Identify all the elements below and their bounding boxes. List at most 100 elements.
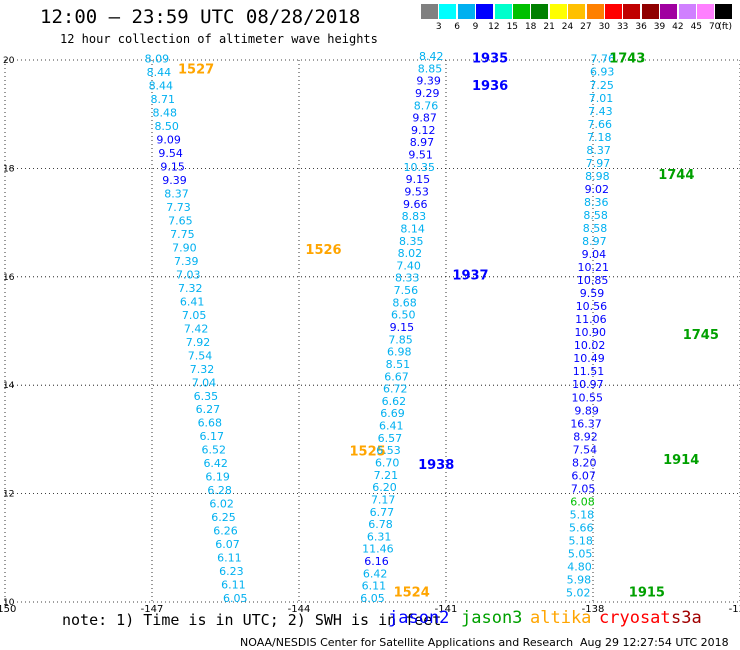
- wave-height-point: 6.08: [570, 495, 595, 508]
- wave-height-point: 8.85: [418, 62, 443, 75]
- axes: -150 -147 -144 -141 -138 -135 10 12 14 16 18 20: [0, 56, 740, 615]
- wave-height-point: 7.73: [166, 201, 191, 214]
- pass-time-label: 1937: [452, 269, 488, 284]
- wave-height-point: 9.54: [158, 147, 183, 160]
- wave-height-point: 8.02: [398, 247, 423, 260]
- wave-height-point: 6.41: [180, 295, 205, 308]
- wave-height-point: 8.51: [386, 358, 411, 371]
- wave-height-point: 10.56: [576, 300, 608, 313]
- wave-height-point: 7.56: [394, 284, 419, 297]
- legend-swatch: [476, 4, 494, 19]
- wave-height-point: 6.17: [200, 430, 225, 443]
- legend-swatch: [586, 4, 604, 19]
- legend-label: 21: [543, 22, 555, 32]
- wave-height-point: 6.11: [221, 579, 246, 592]
- wave-height-point: 8.68: [392, 296, 417, 309]
- wave-height-point: 8.71: [151, 93, 176, 106]
- wave-height-point: 5.02: [566, 587, 591, 600]
- legend-swatch: [678, 4, 696, 19]
- wave-height-point: 7.92: [186, 336, 211, 349]
- wave-height-point: 9.29: [415, 87, 440, 100]
- wave-height-point: 7.54: [188, 349, 213, 362]
- wave-height-point: 8.37: [164, 188, 189, 201]
- wave-height-point: 6.57: [378, 432, 403, 445]
- wave-height-point: 7.17: [371, 493, 396, 506]
- y-tick-label: 12: [3, 490, 14, 500]
- wave-height-point: 7.05: [182, 309, 207, 322]
- wave-height-point: 6.78: [368, 518, 393, 531]
- wave-height-point: 7.01: [589, 92, 614, 105]
- wave-height-point: 10.97: [572, 378, 604, 391]
- satellite-legend-cryosat: cryosat: [599, 608, 671, 628]
- pass-time-label: 1743: [609, 52, 645, 67]
- wave-height-point: 7.65: [168, 214, 193, 227]
- pass-time-label: 1744: [658, 168, 694, 183]
- wave-height-point: 11.06: [575, 313, 607, 326]
- pass-time-label: 1914: [663, 453, 699, 468]
- wave-height-point: 5.66: [569, 521, 594, 534]
- footer-note: note: 1) Time is in UTC; 2) SWH is in fe…: [62, 611, 442, 629]
- wave-height-point: 8.33: [395, 272, 420, 285]
- legend-swatch: [531, 4, 549, 19]
- wave-height-point: 8.14: [400, 222, 425, 235]
- wave-height-point: 8.58: [583, 222, 608, 235]
- satellite-legend-jason3: jason3: [461, 608, 523, 628]
- legend-label: 3: [435, 22, 442, 32]
- legend-swatch: [421, 4, 438, 19]
- y-tick-label: 20: [3, 56, 15, 66]
- wave-height-point: 6.50: [391, 309, 416, 322]
- grid-lines: [4, 59, 740, 603]
- wave-height-point: 6.98: [387, 346, 412, 359]
- wave-height-point: 9.89: [574, 404, 599, 417]
- wave-height-point: 6.27: [196, 403, 221, 416]
- wave-height-point: 7.03: [176, 268, 201, 281]
- wave-height-point: 7.18: [587, 131, 612, 144]
- wave-height-point: 8.50: [154, 120, 179, 133]
- wave-height-point: 6.05: [223, 592, 248, 605]
- wave-height-point: 6.16: [364, 555, 389, 568]
- legend-swatch: [568, 4, 586, 19]
- wave-height-point: 8.97: [410, 136, 435, 149]
- wave-height-point: 6.28: [207, 484, 232, 497]
- wave-height-point: 8.97: [582, 235, 607, 248]
- legend-label: 33: [616, 22, 629, 32]
- legend-label: 27: [580, 22, 592, 32]
- legend-swatch: [605, 4, 622, 19]
- wave-height-point: 9.53: [404, 186, 429, 199]
- wave-height-point: 8.58: [583, 209, 608, 222]
- wave-height-point: 10.21: [577, 261, 609, 274]
- wave-height-point: 11.46: [362, 543, 394, 556]
- wave-height-point: 9.12: [411, 124, 436, 137]
- wave-height-point: 6.72: [383, 383, 408, 396]
- wave-height-point: 11.51: [573, 365, 605, 378]
- satellite-legend-altika: altika: [530, 608, 592, 628]
- pass-time-label: 1527: [178, 63, 214, 78]
- wave-height-point: 8.09: [145, 53, 170, 66]
- legend-swatch: [513, 4, 530, 19]
- wave-height-point: 8.48: [152, 107, 177, 120]
- legend-label: 15: [506, 22, 519, 32]
- wave-height-point: 9.15: [160, 161, 185, 174]
- wave-height-point: 5.18: [570, 508, 595, 521]
- x-tick-label: -135: [729, 604, 740, 615]
- wave-height-point: 9.04: [582, 248, 607, 261]
- timestamp: Aug 29 12:27:54 UTC 2018: [580, 636, 729, 649]
- wave-height-point: 10.02: [574, 339, 606, 352]
- legend-label: 30: [598, 22, 611, 32]
- legend-swatch: [715, 4, 733, 19]
- pass-time-label: 1524: [394, 586, 430, 601]
- wave-height-point: 7.21: [374, 469, 399, 482]
- wave-height-point: 6.20: [372, 481, 397, 494]
- wave-height-point: 10.55: [572, 391, 604, 404]
- pass-time-label: 1526: [305, 243, 341, 258]
- wave-height-point: 6.69: [380, 407, 405, 420]
- wave-height-point: 6.67: [384, 370, 409, 383]
- wave-height-point: 7.40: [396, 259, 421, 272]
- wave-height-point: 6.70: [375, 457, 400, 470]
- wave-height-point: 6.62: [382, 395, 407, 408]
- credit-text: NOAA/NESDIS Center for Satellite Applica…: [240, 636, 574, 649]
- wave-height-point: 6.02: [209, 498, 234, 511]
- wave-height-point: 9.59: [580, 287, 605, 300]
- legend-swatch: [439, 4, 457, 19]
- x-tick-label: -150: [0, 604, 16, 615]
